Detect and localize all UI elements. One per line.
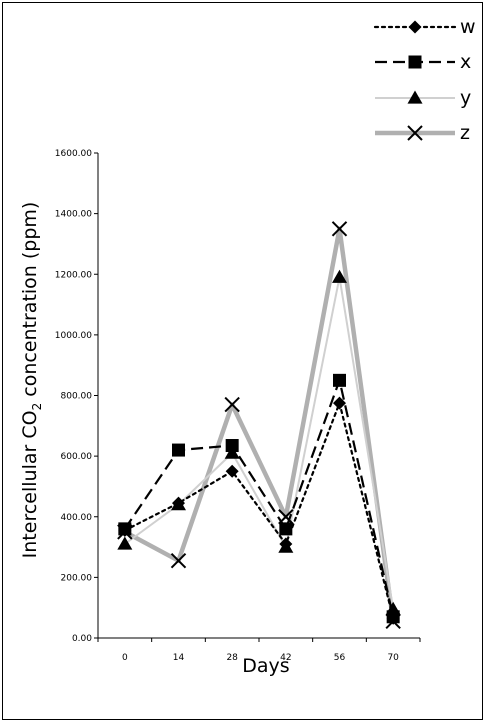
y-tick-label: 800.00 [61,392,93,402]
legend-item-z: z [375,122,470,144]
y-tick-label: 1600.00 [55,149,92,159]
y-tick-label: 1000.00 [55,331,92,341]
series-w-point [279,537,293,551]
series-y-point [117,536,133,550]
series-x-line [123,379,395,618]
legend-swatch-marker [408,20,422,34]
x-axis-title: Days [242,655,289,677]
y-axis-title-part2: concentration (ppm) [19,202,41,403]
x-ticks: 0 14 28 42 56 70 [97,638,421,663]
y-axis-title: Intercellular CO2 concentration (ppm) [19,202,44,559]
series-z-point [170,552,187,569]
y-tick-label: 200.00 [61,573,93,583]
legend-swatch-marker [407,125,423,141]
series-z-point [278,509,294,525]
series-w-point [386,611,400,625]
legend-label: z [460,122,470,144]
y-tick-label: 600.00 [61,452,93,462]
y-ticks: 0.00 200.00 400.00 600.00 800.00 1000.00 1200.… [55,149,98,644]
series-z-line [123,226,396,622]
legend-item-x: x [375,51,471,73]
x-tick-label: 0 [122,653,128,663]
chart-frame [2,2,483,720]
x-tick-label: 70 [387,653,399,663]
series-x-point [279,522,293,536]
series-z-point [224,396,240,413]
series-w-points [118,396,400,625]
series-z-point [331,221,348,237]
y-tick-label: 1200.00 [55,270,92,280]
series-x [123,379,395,618]
x-tick-label: 42 [280,653,291,663]
series-y-point [224,445,240,459]
series-y [124,276,395,610]
y-tick-label: 1400.00 [55,210,92,220]
y-axis-title-subscript: 2 [30,403,44,411]
series-z-points [117,221,401,630]
series-w-point [333,396,346,410]
series-w-line [123,401,395,620]
series-w [123,401,395,620]
series-x-point [333,373,346,387]
legend-swatch-marker [408,55,422,69]
series-y-line [124,276,395,610]
legend-item-y: y [375,87,471,109]
legend-label: x [460,51,471,73]
y-tick-label: 0.00 [72,634,92,644]
y-tick-label: 400.00 [61,513,93,523]
series-x-point [172,443,185,457]
series-x-point [225,439,239,453]
x-tick-label: 28 [226,653,238,663]
series-y-points [117,269,401,615]
series-z [123,226,396,622]
series-layer [117,221,401,630]
legend-swatch-marker [407,90,423,104]
axes [97,153,420,639]
series-w-point [225,464,239,478]
legend-item-w: w [373,16,476,38]
series-w-point [118,523,132,537]
series-y-point [332,269,347,283]
y-axis-title-part1: Intercellular CO [19,410,41,558]
x-tick-label: 14 [173,653,185,663]
legend-label: y [460,87,471,109]
legend-label: w [460,16,476,38]
x-tick-label: 56 [334,653,346,663]
series-w-point [172,496,185,510]
